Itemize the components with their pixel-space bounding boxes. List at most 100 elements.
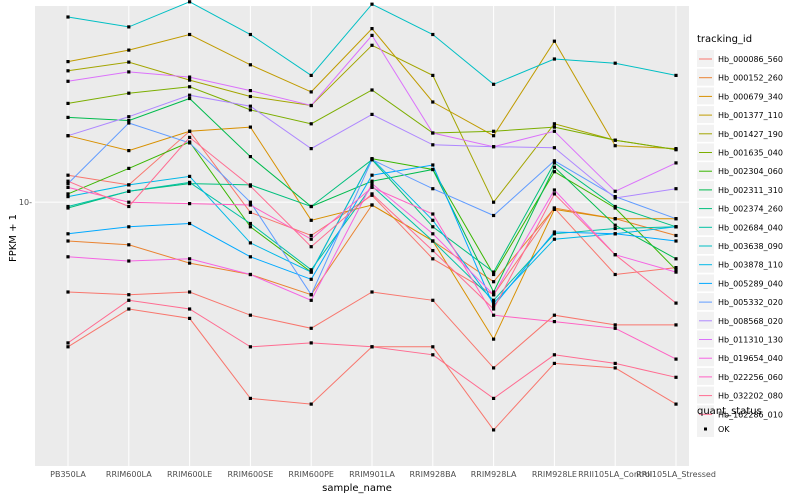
data-point [552, 188, 556, 192]
data-point [248, 32, 252, 37]
data-point [492, 307, 496, 311]
data-point [248, 125, 252, 129]
data-point [370, 112, 374, 116]
legend-item-label: Hb_002684_040 [718, 223, 783, 232]
data-point [552, 361, 556, 365]
data-point [431, 212, 435, 216]
legend-item-label: Hb_022256_060 [718, 373, 783, 382]
data-point [492, 213, 496, 218]
data-point [431, 232, 435, 236]
axes: PB350LA RRIM600LA RRIM600LE RRIM600SE RRIM60… [19, 198, 716, 479]
data-point [613, 144, 617, 148]
data-point [613, 361, 617, 365]
data-point [674, 375, 678, 379]
data-point [188, 174, 192, 178]
data-point [674, 301, 678, 305]
data-point [492, 200, 496, 204]
data-point [248, 241, 252, 245]
data-point [248, 221, 252, 226]
data-point [674, 217, 678, 221]
data-point [674, 357, 678, 361]
data-point [309, 233, 313, 238]
data-point [674, 233, 678, 238]
legend-item-label: Hb_162286_010 [718, 410, 783, 419]
x-tick-label: RRII105LA_Stressed [636, 470, 716, 479]
data-point [188, 32, 192, 37]
legend-item-label: Hb_003638_090 [718, 242, 783, 251]
data-point [188, 261, 192, 265]
legend-item-label: Hb_000679_340 [718, 92, 783, 101]
data-point [552, 161, 556, 165]
data-point [613, 138, 617, 142]
x-axis-title: sample_name [322, 483, 392, 494]
data-point [309, 103, 313, 108]
data-point [370, 185, 374, 189]
legend-item-label: Hb_011310_130 [718, 336, 783, 345]
data-point [370, 182, 374, 186]
data-point [188, 96, 192, 101]
data-point [66, 290, 70, 294]
data-point [66, 79, 70, 83]
legend-item-label: Hb_008568_020 [718, 317, 783, 326]
data-point [127, 149, 131, 153]
data-point [613, 272, 617, 277]
data-point [613, 196, 617, 200]
data-point [66, 239, 70, 243]
data-point [552, 170, 556, 174]
data-point [309, 268, 313, 272]
data-point [492, 290, 496, 294]
x-tick-label: RRIM600LE [167, 470, 212, 479]
data-point [492, 280, 496, 284]
legend-item-label: Hb_003878_110 [718, 261, 783, 270]
data-point [492, 396, 496, 400]
data-point [674, 402, 678, 406]
data-point [431, 167, 435, 172]
data-point [552, 192, 556, 196]
legend-color-title: tracking_id [697, 34, 752, 45]
data-point [309, 237, 313, 241]
data-point [674, 270, 678, 274]
data-point [613, 232, 617, 236]
data-point [370, 192, 374, 196]
data-point [248, 203, 252, 207]
x-tick-label: RRIM600LA [106, 470, 152, 479]
legend-shape-items: OK [697, 420, 730, 437]
data-point [248, 396, 252, 400]
data-point [248, 225, 252, 229]
data-point [492, 134, 496, 138]
legend-item-label: Hb_019654_040 [718, 354, 783, 363]
legend-item-label: Hb_002304_060 [718, 167, 783, 176]
data-point [248, 200, 252, 204]
data-point [492, 304, 496, 308]
data-point [613, 204, 617, 209]
data-point [674, 323, 678, 327]
data-point [127, 200, 131, 204]
data-point [674, 266, 678, 270]
data-point [431, 249, 435, 253]
data-point [309, 245, 313, 249]
data-point [188, 93, 192, 97]
data-point [127, 298, 131, 302]
data-point [552, 313, 556, 317]
data-point [309, 293, 313, 297]
data-point [613, 61, 617, 65]
data-point [188, 257, 192, 261]
y-axis-title: FPKM + 1 [8, 214, 19, 262]
legend-shape-title: quant_status [697, 406, 762, 417]
legend-item-label: Hb_002374_260 [718, 205, 783, 214]
data-point [248, 94, 252, 99]
data-point [370, 158, 374, 162]
data-point [552, 57, 556, 61]
data-point [674, 239, 678, 243]
data-point [552, 165, 556, 169]
data-point [431, 163, 435, 167]
x-tick-label: RRIM600PE [288, 470, 334, 479]
legend-item-label: Hb_005289_040 [718, 279, 783, 288]
data-point [127, 121, 131, 125]
data-point [552, 129, 556, 133]
data-point [492, 270, 496, 274]
data-point [248, 313, 252, 317]
data-point [127, 225, 131, 229]
data-point [309, 277, 313, 281]
data-point [370, 43, 374, 47]
